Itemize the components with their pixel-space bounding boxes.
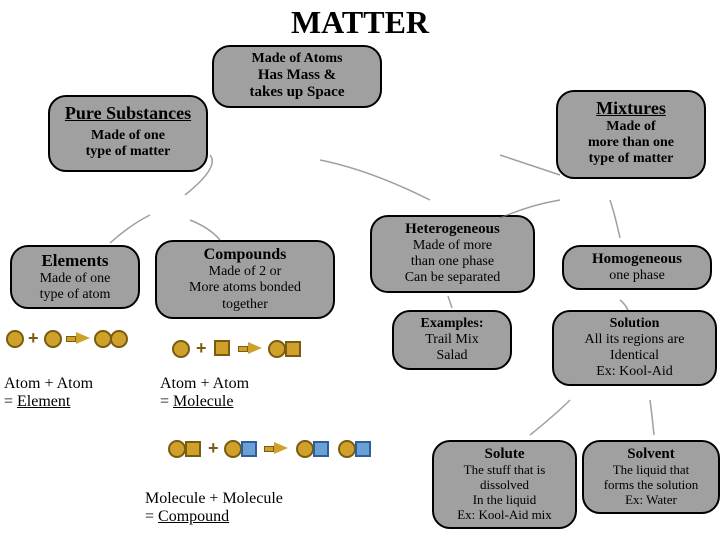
solution-l3: Ex: Kool-Aid <box>562 364 707 380</box>
solution-node: Solution All its regions are Identical E… <box>552 310 717 386</box>
atom-icon <box>214 340 230 356</box>
eq2-l2: = Molecule <box>160 393 330 411</box>
hetero-node: Heterogeneous Made of more than one phas… <box>370 215 535 293</box>
plus-icon: + <box>28 328 39 349</box>
compounds-node: Compounds Made of 2 or More atoms bonded… <box>155 240 335 319</box>
solution-l2: Identical <box>562 348 707 364</box>
hetero-d3: Can be separated <box>380 270 525 286</box>
atom-icon <box>44 330 62 348</box>
arrow-icon <box>66 336 76 342</box>
solution-h: Solution <box>562 316 707 332</box>
examples-node: Examples: Trail Mix Salad <box>392 310 512 370</box>
solvent-l3: Ex: Water <box>588 493 714 508</box>
solute-h: Solute <box>442 446 567 463</box>
solute-l4: Ex: Kool-Aid mix <box>442 508 567 523</box>
eq3-l2: = Compound <box>145 508 375 526</box>
hetero-d2: than one phase <box>380 254 525 270</box>
molecule-icon <box>296 440 314 458</box>
pure-node: Pure Substances Made of one type of matt… <box>48 95 208 172</box>
plus-icon: + <box>208 438 219 459</box>
eq1-l2: = = ElementElement <box>4 393 140 411</box>
molecule-icon <box>241 441 257 457</box>
atom-icon <box>6 330 24 348</box>
compounds-d3: together <box>165 297 325 313</box>
eq1-l1: Atom + Atom <box>4 375 140 393</box>
matter-l3: takes up Space <box>222 84 372 101</box>
mixtures-d2: more than one <box>566 135 696 151</box>
eq3: Molecule + Molecule = Compound <box>145 490 375 527</box>
molecule-icon <box>224 440 242 458</box>
compounds-h: Compounds <box>165 246 325 264</box>
examples-l2: Salad <box>402 348 502 364</box>
plus-icon: + <box>196 338 207 359</box>
solvent-l1: The liquid that <box>588 463 714 478</box>
molecule-icon <box>355 441 371 457</box>
arrow-icon <box>248 342 262 354</box>
homo-d: one phase <box>572 268 702 284</box>
solute-l2: dissolved <box>442 478 567 493</box>
mixtures-node: Mixtures Made of more than one type of m… <box>556 90 706 179</box>
solvent-h: Solvent <box>588 446 714 463</box>
hetero-h: Heterogeneous <box>380 221 525 238</box>
atom-icon <box>285 341 301 357</box>
arrow-icon <box>238 346 248 352</box>
solute-node: Solute The stuff that is dissolved In th… <box>432 440 577 529</box>
molecule-icon <box>313 441 329 457</box>
elements-d2: type of atom <box>20 287 130 303</box>
matter-l1: Made of Atoms <box>222 51 372 67</box>
examples-h: Examples: <box>402 316 502 332</box>
homo-h: Homogeneous <box>572 251 702 268</box>
title: MATTER <box>0 4 720 41</box>
mixtures-d1: Made of <box>566 119 696 135</box>
arrow-icon <box>76 332 90 344</box>
molecule-icon <box>168 440 186 458</box>
compounds-d1: Made of 2 or <box>165 264 325 280</box>
solute-l1: The stuff that is <box>442 463 567 478</box>
examples-l1: Trail Mix <box>402 332 502 348</box>
solute-l3: In the liquid <box>442 493 567 508</box>
eq3-l1: Molecule + Molecule <box>145 490 375 508</box>
homo-node: Homogeneous one phase <box>562 245 712 290</box>
elements-d1: Made of one <box>20 271 130 287</box>
compounds-d2: More atoms bonded <box>165 280 325 296</box>
pure-d2: type of matter <box>58 144 198 160</box>
eq2: Atom + Atom = Molecule <box>160 375 330 412</box>
solvent-node: Solvent The liquid that forms the soluti… <box>582 440 720 514</box>
solvent-l2: forms the solution <box>588 478 714 493</box>
eq2-l1: Atom + Atom <box>160 375 330 393</box>
atom-icon <box>172 340 190 358</box>
pure-d1: Made of one <box>58 128 198 144</box>
atom-icon <box>110 330 128 348</box>
mixtures-d3: type of matter <box>566 151 696 167</box>
hetero-d1: Made of more <box>380 238 525 254</box>
molecule-icon <box>338 440 356 458</box>
matter-l2: Has Mass & <box>222 67 372 84</box>
elements-node: Elements Made of one type of atom <box>10 245 140 309</box>
arrow-icon <box>264 446 274 452</box>
mixtures-h: Mixtures <box>566 98 696 119</box>
atom-icon <box>268 340 286 358</box>
arrow-icon <box>274 442 288 454</box>
molecule-icon <box>185 441 201 457</box>
pure-h: Pure Substances <box>58 103 198 124</box>
solution-l1: All its regions are <box>562 332 707 348</box>
matter-node: Made of Atoms Has Mass & takes up Space <box>212 45 382 108</box>
elements-h: Elements <box>20 251 130 271</box>
eq1: Atom + Atom = = ElementElement <box>0 375 140 412</box>
